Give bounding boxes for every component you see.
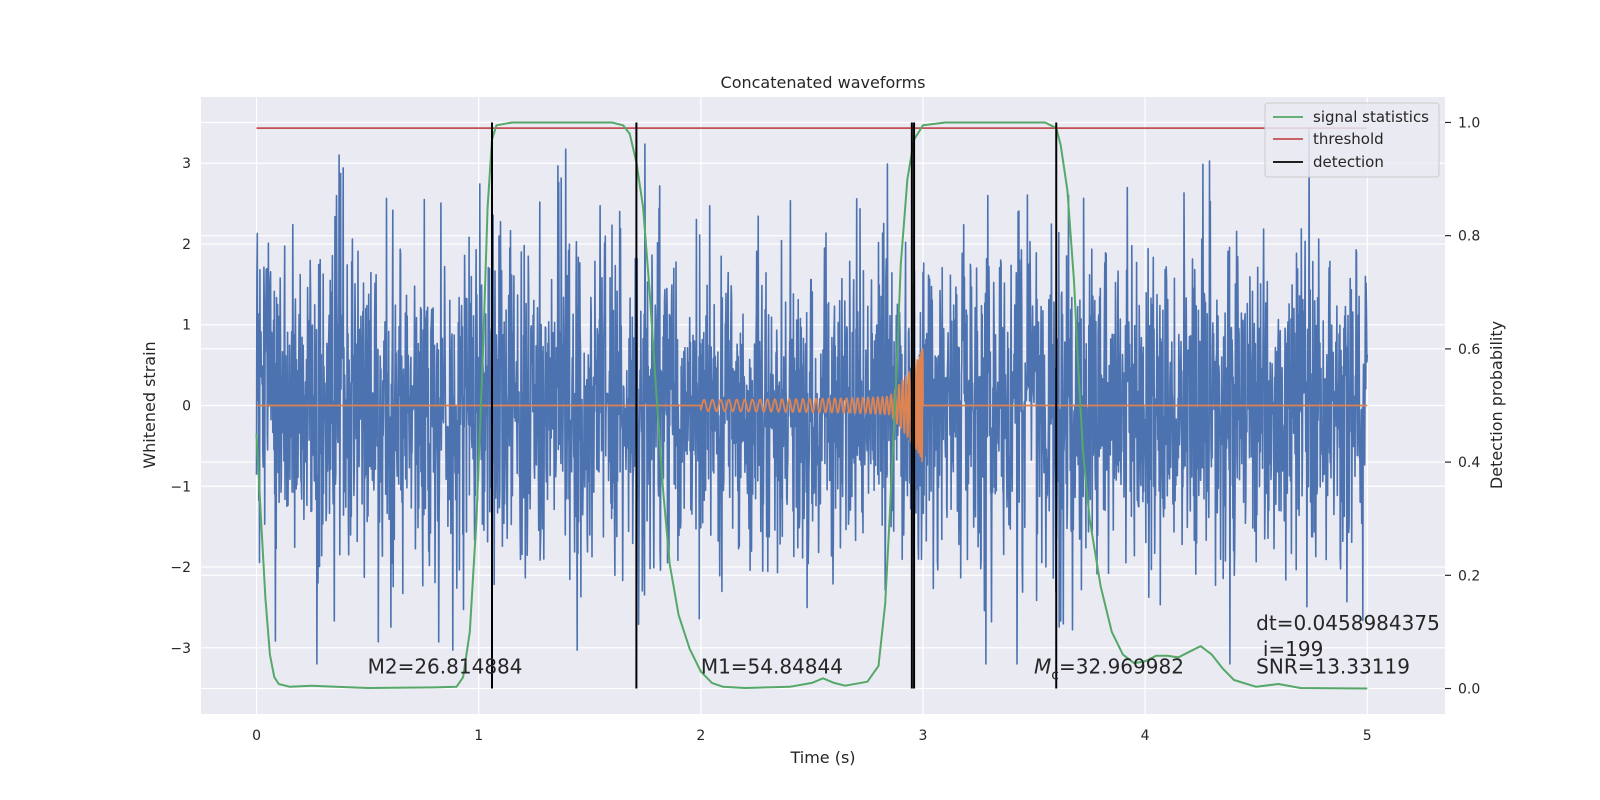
y-axis-left-label: Whitened strain bbox=[140, 341, 159, 468]
legend-box bbox=[1264, 102, 1440, 178]
y-left-tick-label: 2 bbox=[182, 237, 191, 253]
y-right-tick-label: 0.2 bbox=[1458, 568, 1480, 584]
x-axis-label: Time (s) bbox=[789, 748, 855, 767]
signal-statistics-line bbox=[255, 121, 1368, 690]
chirp-series bbox=[256, 348, 1368, 463]
annotation-5: SNR=13.33119 bbox=[1256, 655, 1410, 679]
annotations: M2=26.814884 M1=54.84844 Mc=32.969982 dt=0.… bbox=[368, 611, 1440, 684]
y-left-tick-label: 1 bbox=[182, 318, 191, 334]
annotation-0: M2=26.814884 bbox=[368, 655, 523, 679]
detection-lines bbox=[491, 122, 1058, 689]
chart-title: Concatenated waveforms bbox=[721, 73, 926, 92]
x-tick-label: 3 bbox=[919, 728, 928, 744]
strain-line bbox=[255, 126, 1369, 665]
y-left-tick-label: 3 bbox=[182, 156, 191, 172]
y-left-tick-label: 0 bbox=[182, 399, 191, 415]
y-left-tick-label: −3 bbox=[170, 641, 191, 657]
signal-statistics-series bbox=[255, 121, 1368, 690]
chirp-line bbox=[256, 348, 1368, 463]
y-left-tick-label: −2 bbox=[170, 560, 191, 576]
y-right-tick-label: 0.0 bbox=[1458, 682, 1480, 698]
x-tick-label: 5 bbox=[1363, 728, 1372, 744]
x-tick-label: 1 bbox=[474, 728, 483, 744]
legend-label-detection: detection bbox=[1313, 153, 1384, 171]
x-tick-label: 2 bbox=[696, 728, 705, 744]
y-right-tick-label: 0.4 bbox=[1458, 455, 1480, 471]
strain-series bbox=[255, 126, 1369, 665]
y-axis-right-label: Detection probability bbox=[1487, 321, 1506, 489]
annotation-1: M1=54.84844 bbox=[701, 655, 843, 679]
x-tick-label: 4 bbox=[1141, 728, 1150, 744]
annotation-4: i=199 bbox=[1263, 637, 1324, 661]
y-right-tick-label: 0.6 bbox=[1458, 342, 1480, 358]
y-left-tick-label: −1 bbox=[170, 479, 191, 495]
y-axis-right: 0.0 0.2 0.4 0.6 0.8 1.0 bbox=[1445, 115, 1480, 698]
y-right-tick-label: 0.8 bbox=[1458, 229, 1480, 245]
legend: signal statistics threshold detection bbox=[1264, 102, 1440, 178]
annotation-3: dt=0.0458984375 bbox=[1256, 611, 1440, 635]
legend-label-signal-statistics: signal statistics bbox=[1313, 108, 1429, 126]
y-axis-left: −3 −2 −1 0 1 2 3 bbox=[170, 156, 191, 657]
annotation-2: Mc=32.969982 bbox=[1034, 655, 1184, 684]
x-axis: 0 1 2 3 4 5 bbox=[252, 728, 1372, 744]
legend-label-threshold: threshold bbox=[1313, 130, 1384, 148]
x-tick-label: 0 bbox=[252, 728, 261, 744]
y-right-tick-label: 1.0 bbox=[1458, 115, 1480, 131]
